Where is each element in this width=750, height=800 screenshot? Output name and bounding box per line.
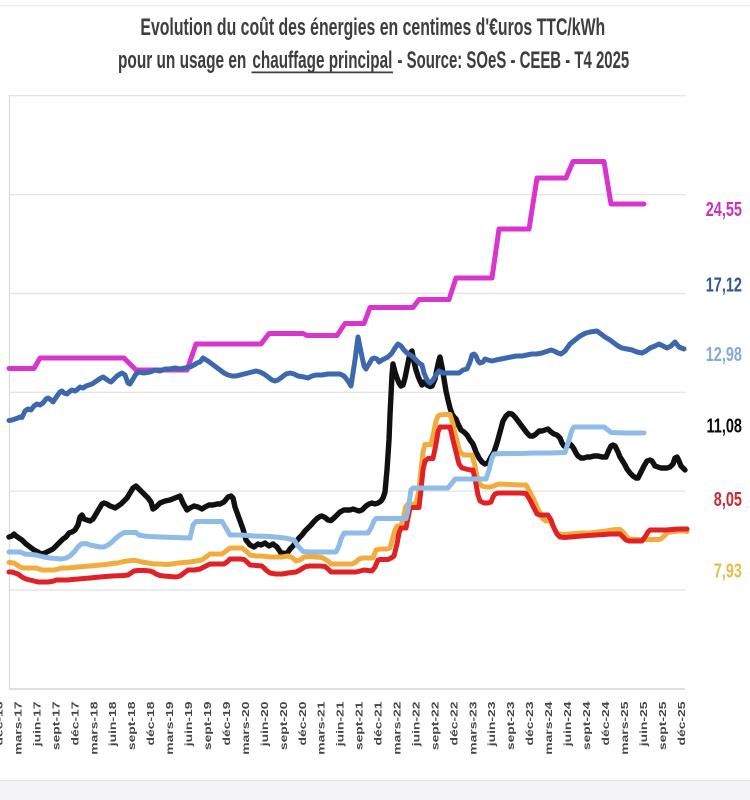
svg-text:déc-20: déc-20 — [297, 701, 309, 745]
svg-text:déc-23: déc-23 — [524, 701, 536, 745]
svg-text:8,05: 8,05 — [714, 488, 742, 511]
svg-text:déc-17: déc-17 — [69, 701, 81, 745]
svg-text:déc-21: déc-21 — [372, 701, 384, 745]
svg-text:sept-25: sept-25 — [657, 701, 669, 750]
svg-text:mars-22: mars-22 — [391, 701, 403, 755]
svg-text:juin-18: juin-18 — [107, 701, 119, 747]
svg-text:juin-20: juin-20 — [259, 701, 271, 747]
svg-text:mars-23: mars-23 — [467, 701, 479, 755]
svg-text:12,98: 12,98 — [706, 343, 742, 366]
svg-text:mars-19: mars-19 — [164, 701, 176, 755]
svg-text:juin-23: juin-23 — [486, 701, 498, 747]
svg-text:chauffage principal: chauffage principal — [252, 48, 392, 74]
svg-text:sept-20: sept-20 — [278, 701, 290, 750]
svg-text:juin-19: juin-19 — [183, 701, 195, 747]
svg-text:déc-22: déc-22 — [448, 701, 460, 745]
svg-text:déc-18: déc-18 — [145, 701, 157, 745]
svg-text:juin-21: juin-21 — [334, 701, 346, 747]
svg-text:Evolution du coût des énergies: Evolution du coût des énergies en centim… — [140, 15, 605, 41]
svg-text:mars-20: mars-20 — [240, 701, 252, 755]
svg-text:7,93: 7,93 — [714, 559, 742, 582]
svg-text:sept-17: sept-17 — [50, 701, 62, 750]
svg-text:mars-18: mars-18 — [88, 701, 100, 755]
svg-text:sept-23: sept-23 — [505, 701, 517, 750]
svg-text:- Source: SOeS - CEEB - T4 202: - Source: SOeS - CEEB - T4 2025 — [398, 48, 630, 74]
svg-text:mars-17: mars-17 — [12, 701, 24, 755]
svg-text:sept-19: sept-19 — [202, 701, 214, 750]
svg-text:juin-25: juin-25 — [638, 701, 650, 747]
svg-text:déc-16: déc-16 — [0, 701, 5, 745]
svg-text:déc-25: déc-25 — [676, 701, 688, 745]
svg-text:pour un usage en: pour un usage en — [118, 48, 246, 74]
svg-text:sept-21: sept-21 — [353, 701, 365, 750]
svg-text:déc-24: déc-24 — [600, 701, 612, 745]
svg-text:juin-17: juin-17 — [31, 701, 43, 747]
svg-text:11,08: 11,08 — [707, 414, 743, 437]
svg-text:sept-18: sept-18 — [126, 701, 138, 750]
svg-text:déc-19: déc-19 — [221, 701, 233, 745]
svg-text:24,55: 24,55 — [706, 198, 742, 221]
svg-text:mars-24: mars-24 — [543, 701, 555, 755]
svg-text:juin-24: juin-24 — [562, 701, 574, 747]
svg-text:sept-22: sept-22 — [429, 701, 441, 750]
svg-text:juin-22: juin-22 — [410, 701, 422, 747]
svg-text:mars-21: mars-21 — [316, 701, 328, 755]
svg-text:mars-25: mars-25 — [619, 701, 631, 755]
svg-text:sept-24: sept-24 — [581, 701, 593, 750]
svg-text:17,12: 17,12 — [706, 273, 742, 296]
